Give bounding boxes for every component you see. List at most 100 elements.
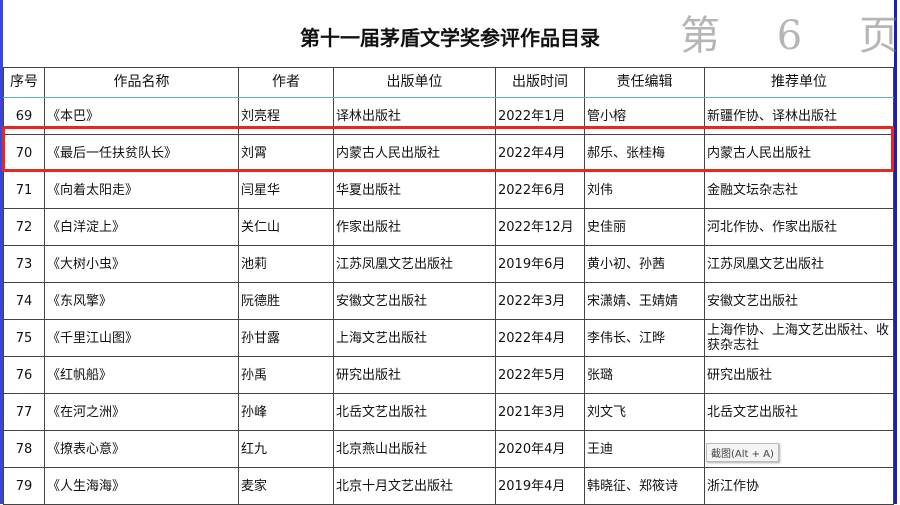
cell-editor: 管小榕 <box>584 97 705 135</box>
table-row: 78 《撩表心意》 红九 北京燕山出版社 2020年4月 王迪 <box>3 430 894 468</box>
cell-publisher: 译林出版社 <box>333 97 496 135</box>
cell-title: 《千里江山图》 <box>44 319 239 357</box>
cell-date: 2022年4月 <box>495 134 585 172</box>
cell-editor: 李伟长、江晔 <box>584 319 705 357</box>
cell-recommender: 北岳文艺出版社 <box>704 393 894 431</box>
header-publisher: 出版单位 <box>333 67 496 98</box>
cell-title: 《撩表心意》 <box>44 430 239 468</box>
cell-publisher: 安徽文艺出版社 <box>333 282 496 320</box>
cell-recommender: 新疆作协、译林出版社 <box>704 97 894 135</box>
cell-publisher: 作家出版社 <box>333 208 496 246</box>
cell-title: 《大树小虫》 <box>44 245 239 283</box>
cell-editor: 史佳丽 <box>584 208 705 246</box>
cell-author: 孙禹 <box>238 356 334 394</box>
cell-author: 池莉 <box>238 245 334 283</box>
header-title: 作品名称 <box>44 67 239 98</box>
cell-recommender: 研究出版社 <box>704 356 894 394</box>
cell-recommender: 上海作协、上海文艺出版社、收获杂志社 <box>704 319 894 357</box>
cell-publisher: 上海文艺出版社 <box>333 319 496 357</box>
cell-date: 2022年3月 <box>495 282 585 320</box>
cell-index: 74 <box>3 282 45 320</box>
table-header: 序号 作品名称 作者 出版单位 出版时间 责任编辑 推荐单位 <box>3 67 894 98</box>
cell-title: 《红帆船》 <box>44 356 239 394</box>
cell-title: 《东风擎》 <box>44 282 239 320</box>
table-row: 72 《白洋淀上》 关仁山 作家出版社 2022年12月 史佳丽 河北作协、作家出版社 <box>3 208 894 246</box>
table-row: 75 《千里江山图》 孙甘露 上海文艺出版社 2022年4月 李伟长、江晔 上海作协、上海文… <box>3 319 894 357</box>
cell-publisher: 北京燕山出版社 <box>333 430 496 468</box>
cell-publisher: 研究出版社 <box>333 356 496 394</box>
cell-editor: 郝乐、张桂梅 <box>584 134 705 172</box>
cell-date: 2020年4月 <box>495 430 585 468</box>
cell-author: 孙甘露 <box>238 319 334 357</box>
cell-index: 73 <box>3 245 45 283</box>
cell-date: 2021年3月 <box>495 393 585 431</box>
table-row: 70 《最后一任扶贫队长》 刘霄 内蒙古人民出版社 2022年4月 郝乐、张桂梅 内蒙古人民… <box>3 134 894 172</box>
cell-author: 阮德胜 <box>238 282 334 320</box>
cell-author: 刘亮程 <box>238 97 334 135</box>
table-row: 73 《大树小虫》 池莉 江苏凤凰文艺出版社 2019年6月 黄小初、孙茜 江苏凤凰文艺出版… <box>3 245 894 283</box>
page-border-right <box>894 0 897 504</box>
screenshot-tooltip: 截图(Alt + A) <box>706 443 779 462</box>
cell-date: 2022年6月 <box>495 171 585 209</box>
cell-publisher: 北岳文艺出版社 <box>333 393 496 431</box>
works-table: 序号 作品名称 作者 出版单位 出版时间 责任编辑 推荐单位 69 《本巴》 刘亮程… <box>3 67 894 505</box>
header-editor: 责任编辑 <box>584 67 705 98</box>
cell-title: 《最后一任扶贫队长》 <box>44 134 239 172</box>
cell-recommender: 浙江作协 <box>704 467 894 505</box>
cell-editor: 张璐 <box>584 356 705 394</box>
cell-author: 刘霄 <box>238 134 334 172</box>
page-title: 第十一届茅盾文学奖参评作品目录 <box>300 26 600 50</box>
cell-editor: 韩晓征、郑筱诗 <box>584 467 705 505</box>
cell-date: 2022年4月 <box>495 319 585 357</box>
cell-publisher: 华夏出版社 <box>333 171 496 209</box>
cell-index: 76 <box>3 356 45 394</box>
table-row: 74 《东风擎》 阮德胜 安徽文艺出版社 2022年3月 宋潇婧、王婧婧 安徽文艺出版社 <box>3 282 894 320</box>
cell-title: 《人生海海》 <box>44 467 239 505</box>
cell-date: 2022年5月 <box>495 356 585 394</box>
header-date: 出版时间 <box>495 67 585 98</box>
cell-author: 红九 <box>238 430 334 468</box>
cell-recommender: 内蒙古人民出版社 <box>704 134 894 172</box>
cell-index: 71 <box>3 171 45 209</box>
cell-title: 《本巴》 <box>44 97 239 135</box>
cell-index: 75 <box>3 319 45 357</box>
cell-author: 孙峰 <box>238 393 334 431</box>
cell-publisher: 内蒙古人民出版社 <box>333 134 496 172</box>
table-row: 77 《在河之洲》 孙峰 北岳文艺出版社 2021年3月 刘文飞 北岳文艺出版社 <box>3 393 894 431</box>
page-border-left <box>0 0 3 504</box>
cell-author: 麦家 <box>238 467 334 505</box>
cell-date: 2019年4月 <box>495 467 585 505</box>
cell-author: 闫星华 <box>238 171 334 209</box>
cell-recommender: 金融文坛杂志社 <box>704 171 894 209</box>
cell-index: 78 <box>3 430 45 468</box>
cell-title: 《向着太阳走》 <box>44 171 239 209</box>
cell-date: 2022年1月 <box>495 97 585 135</box>
cell-author: 关仁山 <box>238 208 334 246</box>
cell-index: 77 <box>3 393 45 431</box>
cell-publisher: 北京十月文艺出版社 <box>333 467 496 505</box>
table-row: 79 《人生海海》 麦家 北京十月文艺出版社 2019年4月 韩晓征、郑筱诗 浙江作协 <box>3 467 894 505</box>
cell-editor: 刘文飞 <box>584 393 705 431</box>
cell-recommender: 河北作协、作家出版社 <box>704 208 894 246</box>
table-row: 76 《红帆船》 孙禹 研究出版社 2022年5月 张璐 研究出版社 <box>3 356 894 394</box>
table-row: 69 《本巴》 刘亮程 译林出版社 2022年1月 管小榕 新疆作协、译林出版社 <box>3 97 894 135</box>
cell-title: 《在河之洲》 <box>44 393 239 431</box>
header-author: 作者 <box>238 67 334 98</box>
cell-editor: 刘伟 <box>584 171 705 209</box>
cell-publisher: 江苏凤凰文艺出版社 <box>333 245 496 283</box>
cell-index: 72 <box>3 208 45 246</box>
cell-index: 70 <box>3 134 45 172</box>
cell-editor: 王迪 <box>584 430 705 468</box>
table-row: 71 《向着太阳走》 闫星华 华夏出版社 2022年6月 刘伟 金融文坛杂志社 <box>3 171 894 209</box>
cell-title: 《白洋淀上》 <box>44 208 239 246</box>
cell-editor: 宋潇婧、王婧婧 <box>584 282 705 320</box>
cell-date: 2019年6月 <box>495 245 585 283</box>
cell-date: 2022年12月 <box>495 208 585 246</box>
cell-recommender: 江苏凤凰文艺出版社 <box>704 245 894 283</box>
header-recommender: 推荐单位 <box>704 67 894 98</box>
cell-index: 79 <box>3 467 45 505</box>
header-index: 序号 <box>3 67 45 98</box>
cell-recommender: 安徽文艺出版社 <box>704 282 894 320</box>
cell-index: 69 <box>3 97 45 135</box>
cell-editor: 黄小初、孙茜 <box>584 245 705 283</box>
